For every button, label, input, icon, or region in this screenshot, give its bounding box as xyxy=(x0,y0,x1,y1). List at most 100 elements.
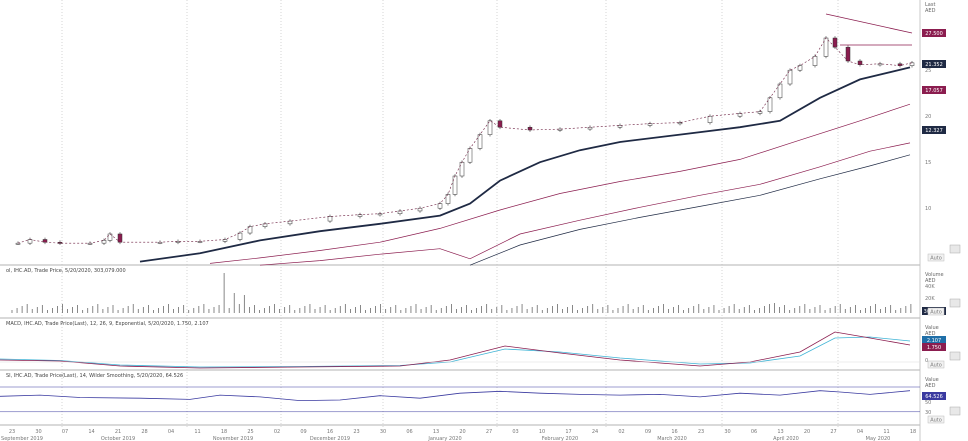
macd-y-tick: 0 xyxy=(925,358,928,364)
candle-body xyxy=(777,83,783,99)
auto-button-bg xyxy=(927,253,945,262)
macd-header: MACD, IHC.AD, Trade Price(Last), 12, 26,… xyxy=(6,321,209,327)
x-day-label: 13 xyxy=(777,429,783,435)
x-month-label: May 2020 xyxy=(866,436,891,441)
price-tag-ma-low-bg xyxy=(922,126,946,134)
x-month-label: September 2019 xyxy=(1,436,43,441)
auto-button: Auto xyxy=(930,418,942,424)
x-day-label: 20 xyxy=(804,429,810,435)
price-y-tick: 25 xyxy=(925,68,931,74)
auto-button-bg xyxy=(927,360,945,369)
x-day-label: 30 xyxy=(724,429,730,435)
x-day-label: 30 xyxy=(35,429,41,435)
x-day-label: 18 xyxy=(221,429,227,435)
price-axis-header: Last AED xyxy=(925,2,936,14)
price-y-tick: 15 xyxy=(925,160,931,166)
rsi-header: SI, IHC.AD, Trade Price(Last), 14, Wilde… xyxy=(6,373,183,379)
x-month-label: January 2020 xyxy=(427,436,461,441)
macd-axis-header: Value AED xyxy=(925,325,939,337)
auto-button-bg xyxy=(927,307,945,316)
candle-body xyxy=(832,37,838,48)
rsi-axis-header-line1: Value xyxy=(925,377,939,383)
candle-body xyxy=(437,203,443,209)
candle-body xyxy=(707,115,713,123)
volume-axis-header-line2: AED xyxy=(925,278,936,284)
volume-y-tick: 20K xyxy=(925,296,935,302)
candle-body xyxy=(677,122,683,125)
x-day-label: 24 xyxy=(592,429,598,435)
candle-body xyxy=(327,216,333,222)
candle-body xyxy=(42,239,48,243)
x-day-label: 09 xyxy=(645,429,651,435)
x-day-label: 21 xyxy=(115,429,121,435)
panel-zoom-icon xyxy=(949,298,961,308)
price-panel xyxy=(15,13,915,266)
panel-zoom-icon xyxy=(949,351,961,361)
rsi-axis-header-line2: AED xyxy=(925,383,936,389)
x-day-label: 25 xyxy=(247,429,253,435)
x-month-label: December 2019 xyxy=(310,436,350,441)
trendline-upper xyxy=(825,13,913,34)
candle-body xyxy=(175,241,181,243)
candle-body xyxy=(823,37,829,57)
x-day-label: 04 xyxy=(168,429,174,435)
candle-body xyxy=(237,232,243,240)
x-day-label: 06 xyxy=(751,429,757,435)
macd-line xyxy=(0,331,911,369)
x-day-label: 07 xyxy=(62,429,68,435)
candle-body xyxy=(557,128,563,131)
x-month-label: February 2020 xyxy=(542,436,578,441)
candle-body xyxy=(247,226,253,234)
x-day-label: 04 xyxy=(857,429,863,435)
candle-body xyxy=(527,126,533,131)
x-month-label: November 2019 xyxy=(213,436,253,441)
candle-body xyxy=(107,233,113,241)
macd-tag-line-bg xyxy=(922,343,946,351)
x-day-label: 20 xyxy=(459,429,465,435)
x-day-label: 30 xyxy=(380,429,386,435)
candle-body xyxy=(477,134,483,149)
x-month-label: March 2020 xyxy=(657,436,687,441)
x-day-label: 28 xyxy=(141,429,147,435)
price-tag-last-bg xyxy=(922,29,946,37)
candle-body xyxy=(617,125,623,128)
candle-body xyxy=(262,223,268,227)
macd-tag-line: 1.750 xyxy=(927,345,941,351)
macd-tag-signal: 2.107 xyxy=(927,338,941,344)
ma-line-mid xyxy=(209,103,911,264)
candle-body xyxy=(467,148,473,163)
price-y-tick: 20 xyxy=(925,114,931,120)
candle-body xyxy=(417,207,423,212)
macd-signal-line xyxy=(0,336,911,368)
x-day-label: 13 xyxy=(433,429,439,435)
ma-line-low xyxy=(469,154,911,266)
ma-line-fast xyxy=(139,66,911,263)
price-axis-header-line1: Last xyxy=(925,2,935,8)
x-day-label: 11 xyxy=(194,429,200,435)
price-tag-last: 27.500 xyxy=(925,31,943,37)
macd-panel xyxy=(0,331,920,369)
panel-buttons: Auto Auto Auto Auto xyxy=(927,244,961,424)
price-tag-ma-fast-bg xyxy=(922,60,946,68)
candle-body xyxy=(15,242,21,245)
volume-axis-header-line1: Volume xyxy=(925,272,944,278)
x-day-label: 02 xyxy=(274,429,280,435)
rsi-y-tick: 50 xyxy=(925,400,931,406)
volume-y-tick: 40K xyxy=(925,284,935,290)
price-tag-ma-mid-bg xyxy=(922,86,946,94)
x-month-label: April 2020 xyxy=(773,436,799,441)
panel-zoom-icon xyxy=(949,406,961,416)
macd-axis-header-line2: AED xyxy=(925,331,936,337)
x-axis-labels: 23 30 07 14 21 28 04 11 18 25 02 09 16 23 30 06 13 20 27 03… xyxy=(1,429,916,441)
rsi-axis-header: Value AED xyxy=(925,377,939,389)
x-month-label: October 2019 xyxy=(101,436,135,441)
candle-body xyxy=(27,239,33,244)
candle-body xyxy=(812,56,818,66)
auto-button: Auto xyxy=(930,310,942,316)
rsi-tag-bg xyxy=(922,392,946,400)
x-day-label: 02 xyxy=(618,429,624,435)
x-day-label: 27 xyxy=(830,429,836,435)
x-day-label: 23 xyxy=(698,429,704,435)
